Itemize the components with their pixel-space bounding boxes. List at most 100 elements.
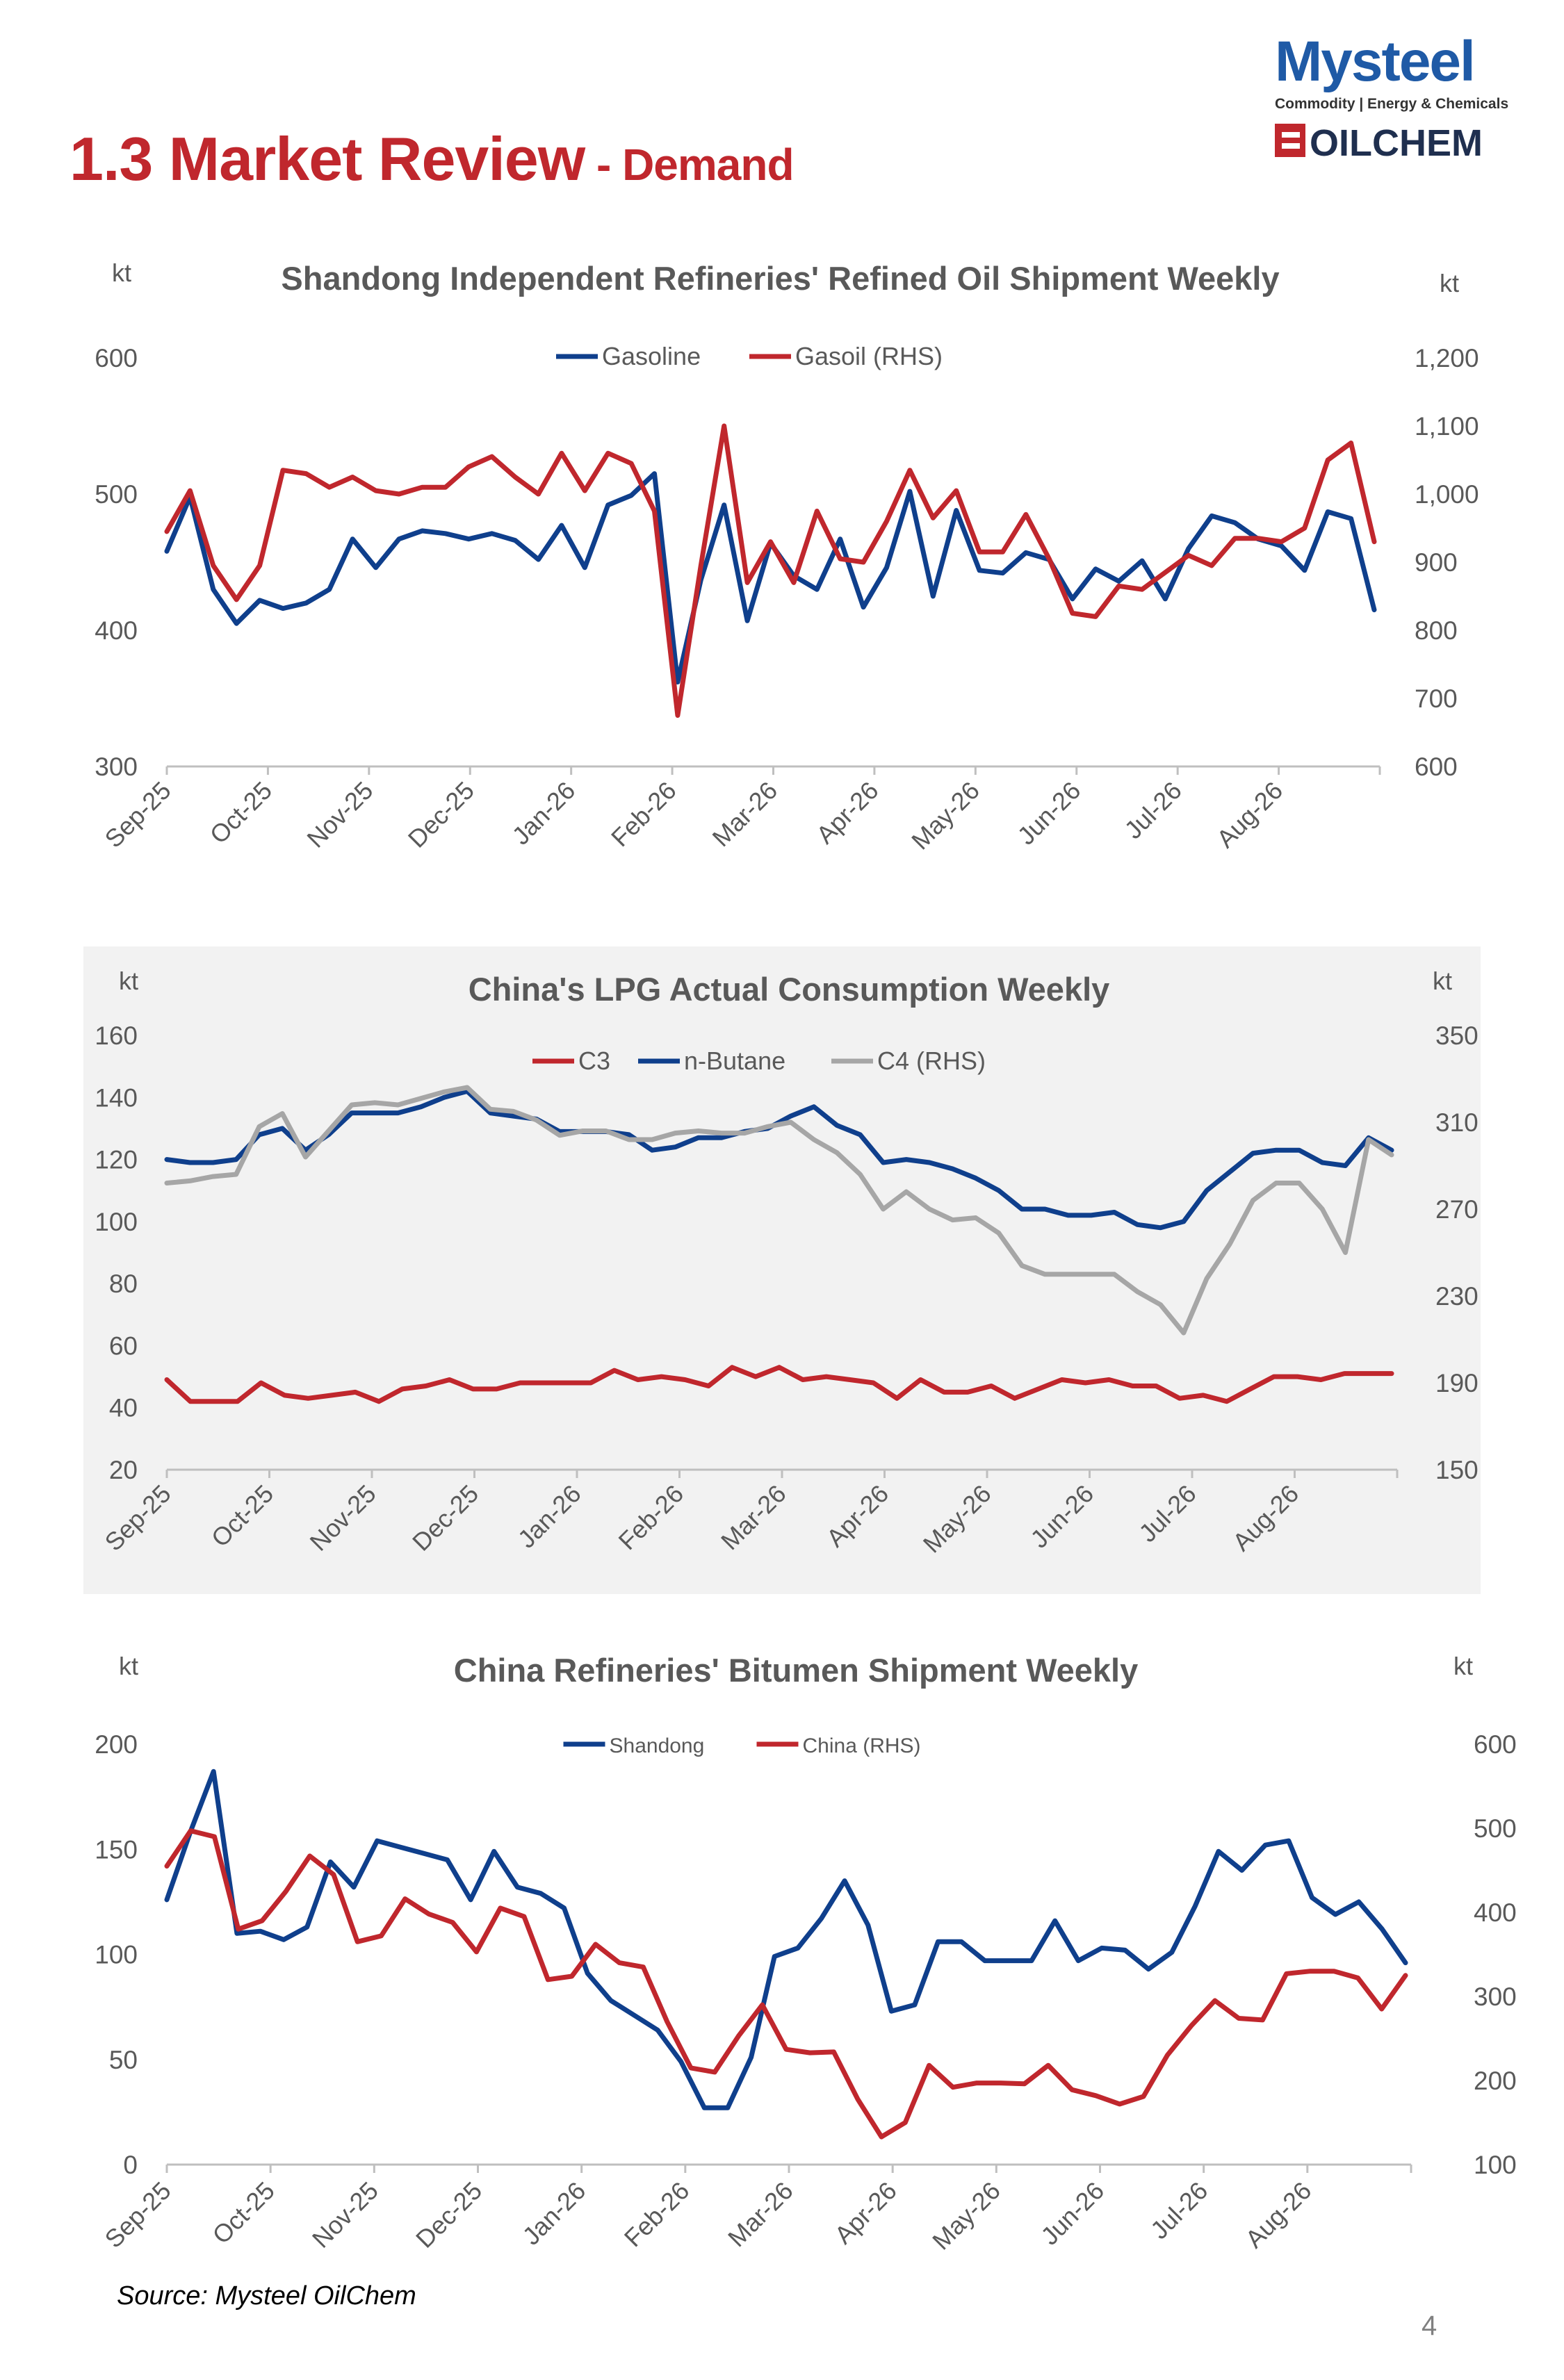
chart-lpg: China's LPG Actual Consumption Weekly kt k… — [0, 946, 1564, 1607]
x-tick-label: Apr-26 — [810, 776, 883, 849]
x-tick-label: Dec-25 — [410, 2176, 487, 2254]
legend-label: C3 — [578, 1047, 610, 1075]
y-tick-label-left: 50 — [109, 2046, 138, 2074]
legend-label: Gasoil (RHS) — [795, 342, 943, 370]
x-tick-label: May-26 — [906, 776, 985, 855]
logo-tagline: Commodity | Energy & Chemicals — [1275, 96, 1508, 112]
y-tick-label-right: 600 — [1415, 753, 1458, 781]
y-tick-label-right: 400 — [1474, 1898, 1517, 1927]
y-tick-label-right: 1,000 — [1415, 480, 1479, 509]
x-tick-label: Feb-26 — [619, 2176, 695, 2253]
chart-title: China's LPG Actual Consumption Weekly — [469, 971, 1110, 1008]
legend-label: China (RHS) — [803, 1734, 921, 1757]
y-axis-unit-left: kt — [119, 1652, 138, 1680]
y-tick-label-right: 900 — [1415, 548, 1458, 577]
x-tick-label: Nov-25 — [307, 2176, 384, 2254]
x-tick-label: Jun-26 — [1012, 776, 1086, 851]
series-line-c3 — [164, 1365, 1394, 1404]
legend-label: Shandong — [610, 1734, 705, 1757]
y-tick-label-right: 150 — [1435, 1456, 1479, 1484]
y-axis-unit-right: kt — [1440, 269, 1459, 297]
chart-title: China Refineries' Bitumen Shipment Weekl… — [454, 1652, 1138, 1689]
series-line-gasoline — [164, 471, 1377, 684]
series-line-c4-rhs — [164, 1085, 1394, 1336]
legend-label: C4 (RHS) — [877, 1047, 986, 1075]
x-tick-label: Aug-26 — [1239, 2176, 1317, 2254]
logo-sub: OILCHEM — [1310, 122, 1483, 164]
y-tick-label-left: 100 — [95, 1941, 138, 1969]
y-tick-label-right: 1,100 — [1415, 412, 1479, 441]
x-tick-label: Aug-26 — [1211, 776, 1288, 853]
y-tick-label-right: 800 — [1415, 616, 1458, 645]
legend-label: Gasoline — [602, 342, 701, 370]
x-tick-label: Sep-25 — [99, 776, 177, 853]
y-tick-label-left: 100 — [95, 1208, 138, 1236]
y-tick-label-right: 100 — [1474, 2151, 1517, 2179]
legend-label: n-Butane — [684, 1047, 785, 1075]
x-tick-label: Jan-26 — [506, 776, 580, 851]
y-tick-label-left: 20 — [109, 1456, 138, 1484]
chart-bitumen-svg: China Refineries' Bitumen Shipment Weekl… — [95, 1652, 1517, 2256]
x-tick-label: May-26 — [927, 2176, 1006, 2256]
y-tick-label-right: 1,200 — [1415, 344, 1479, 372]
chart-refined-oil-svg: Shandong Independent Refineries' Refined… — [95, 258, 1479, 855]
y-axis-unit-right: kt — [1453, 1652, 1473, 1680]
x-tick-label: Jan-26 — [516, 2176, 591, 2251]
chart-lpg-svg: China's LPG Actual Consumption Weekly kt k… — [83, 946, 1481, 1594]
series-line-china-rhs — [164, 1828, 1408, 2140]
chart-background — [83, 946, 1481, 1594]
y-tick-label-right: 270 — [1435, 1195, 1479, 1224]
legend: Gasoline Gasoil (RHS) — [556, 342, 943, 370]
y-tick-label-right: 600 — [1474, 1730, 1517, 1759]
y-axis-unit-right: kt — [1433, 967, 1452, 995]
y-tick-label-left: 80 — [109, 1270, 138, 1298]
y-tick-label-right: 700 — [1415, 684, 1458, 713]
y-tick-label-left: 150 — [95, 1835, 138, 1864]
y-tick-label-left: 600 — [95, 344, 138, 372]
x-tick-label: Jul-26 — [1145, 2176, 1213, 2244]
page-title-main: 1.3 Market Review — [70, 124, 585, 193]
series-line-shandong — [164, 1768, 1408, 2110]
x-tick-label: Feb-26 — [605, 776, 682, 853]
y-tick-label-right: 200 — [1474, 2067, 1517, 2095]
y-tick-label-right: 230 — [1435, 1282, 1479, 1311]
logo-brand: Mysteel — [1275, 35, 1474, 93]
chart-refined-oil: Shandong Independent Refineries' Refined… — [0, 236, 1564, 903]
x-tick-label: Sep-25 — [99, 2176, 177, 2254]
y-tick-label-right: 300 — [1474, 1983, 1517, 2011]
oilchem-mark-icon — [1275, 124, 1305, 157]
x-tick-label: Dec-25 — [402, 776, 480, 853]
y-tick-label-right: 190 — [1435, 1369, 1479, 1397]
y-tick-label-left: 160 — [95, 1021, 138, 1050]
y-axis-unit-left: kt — [112, 258, 131, 287]
x-tick-label: Nov-25 — [301, 776, 378, 853]
x-tick-label: Mar-26 — [722, 2176, 799, 2253]
chart-title: Shandong Independent Refineries' Refined… — [281, 260, 1279, 297]
y-tick-label-left: 300 — [95, 753, 138, 781]
y-tick-label-left: 400 — [95, 616, 138, 645]
page-title: 1.3 Market Review - Demand — [70, 124, 795, 195]
y-tick-label-left: 200 — [95, 1730, 138, 1759]
source-note: Source: Mysteel OilChem — [117, 2281, 416, 2311]
y-tick-label-left: 40 — [109, 1394, 138, 1422]
y-tick-label-right: 350 — [1435, 1021, 1479, 1050]
y-tick-label-right: 500 — [1474, 1814, 1517, 1843]
x-tick-label: Jun-26 — [1035, 2176, 1109, 2251]
y-tick-label-right: 310 — [1435, 1108, 1479, 1137]
x-tick-label: Oct-25 — [206, 2176, 279, 2249]
x-tick-label: Mar-26 — [707, 776, 783, 853]
mysteel-oilchem-logo: Mysteel Commodity | Energy & Chemicals O… — [1275, 35, 1508, 164]
y-tick-label-left: 60 — [109, 1331, 138, 1360]
x-tick-label: Oct-25 — [204, 776, 277, 849]
y-tick-label-left: 500 — [95, 480, 138, 509]
legend: Shandong China (RHS) — [563, 1734, 921, 1757]
chart-bitumen: China Refineries' Bitumen Shipment Weekl… — [0, 1623, 1564, 2283]
legend: C3 n-Butane C4 (RHS) — [532, 1047, 986, 1075]
x-tick-label: Jul-26 — [1118, 776, 1187, 844]
y-tick-label-left: 120 — [95, 1146, 138, 1174]
y-axis-unit-left: kt — [119, 967, 138, 995]
page-title-sub: - Demand — [585, 140, 795, 190]
x-tick-label: Apr-26 — [829, 2176, 902, 2249]
series-line-gasoil-rhs — [164, 423, 1377, 718]
y-tick-label-left: 0 — [123, 2151, 138, 2179]
